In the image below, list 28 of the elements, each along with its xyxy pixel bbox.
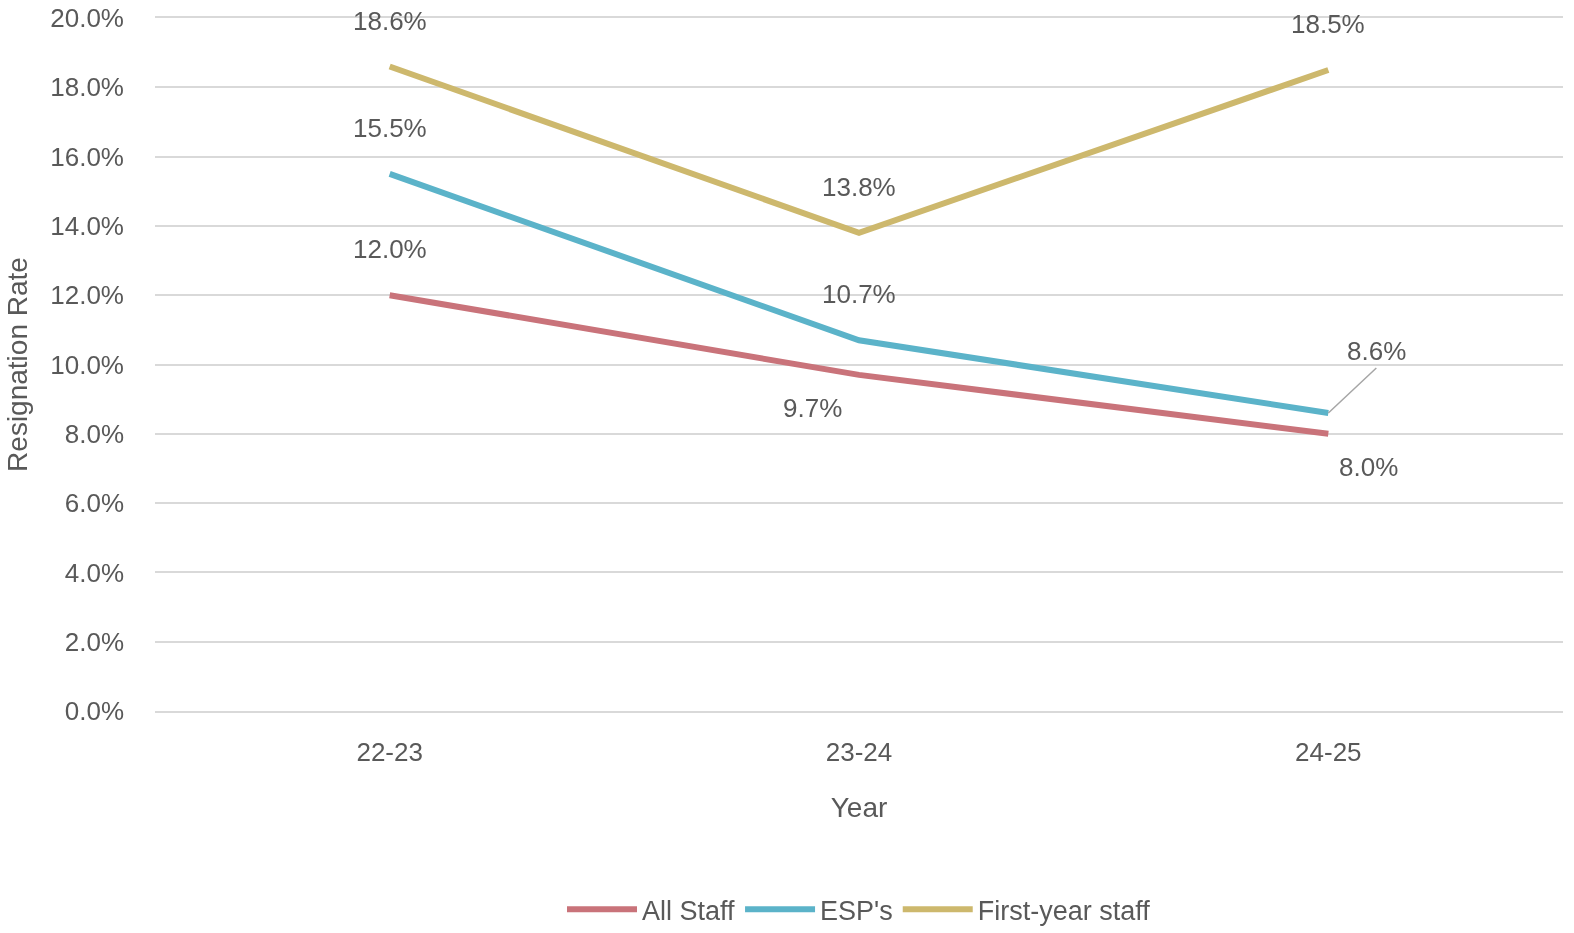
y-tick-label: 4.0% <box>64 557 124 588</box>
y-tick-label: 0.0% <box>64 696 124 727</box>
y-tick-label: 6.0% <box>64 488 124 519</box>
y-tick-label: 10.0% <box>50 349 124 380</box>
data-label: 18.6% <box>353 6 427 36</box>
y-axis-title: Resignation Rate <box>1 257 33 472</box>
x-tick-label: 23-24 <box>825 737 893 768</box>
y-tick-label: 12.0% <box>50 280 124 311</box>
y-tick-label: 8.0% <box>64 418 124 449</box>
y-tick-label: 16.0% <box>50 141 124 172</box>
data-label: 9.7% <box>783 393 843 423</box>
data-label: 15.5% <box>353 113 427 143</box>
data-label: 13.8% <box>822 172 896 202</box>
y-tick-label: 18.0% <box>50 72 124 103</box>
y-tick-label: 20.0% <box>50 3 124 34</box>
legend-label: All Staff <box>642 895 736 926</box>
data-label: 12.0% <box>353 234 427 264</box>
data-label: 8.6% <box>1347 336 1407 366</box>
x-axis-title: Year <box>830 791 888 823</box>
data-label: 10.7% <box>822 279 896 309</box>
y-tick-label: 2.0% <box>64 626 124 657</box>
legend-label: First-year staff <box>977 895 1151 926</box>
y-tick-label: 14.0% <box>50 211 124 241</box>
x-tick-label: 22-23 <box>356 737 423 768</box>
legend-label: ESP's <box>820 895 893 926</box>
data-label: 18.5% <box>1291 9 1365 39</box>
data-label: 8.0% <box>1339 452 1399 482</box>
x-tick-label: 24-25 <box>1295 737 1362 768</box>
